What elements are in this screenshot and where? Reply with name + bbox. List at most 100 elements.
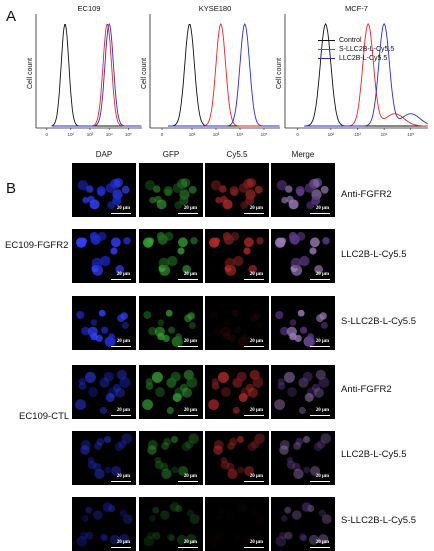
cell [171, 466, 179, 474]
cell [228, 334, 236, 342]
histogram-title-2: KYSE180 [199, 4, 232, 13]
cell [170, 435, 179, 444]
cell [87, 456, 95, 464]
cell [304, 336, 316, 348]
scale-bar-label: 20 μm [116, 474, 130, 479]
cell [152, 531, 161, 540]
cell [235, 502, 246, 512]
cell [182, 387, 192, 398]
cell [161, 468, 172, 479]
scale-bar-label: 20 μm [116, 540, 130, 545]
histogram-curve-2-llc2b-l-cy5-5 [168, 22, 280, 127]
cell [180, 178, 191, 188]
cell [298, 406, 306, 415]
row-label-5: LLC2B-L-Cy5.5 [341, 449, 407, 460]
cell [229, 437, 238, 446]
cell [241, 333, 248, 340]
cell [80, 237, 88, 245]
cell-image [142, 369, 198, 415]
micrograph-r1-cy55: 20 μm [205, 163, 269, 217]
cell [275, 311, 284, 319]
micrograph-r2-dap: 20 μm [72, 229, 136, 283]
x-tick-label-3-2: 10³ [354, 132, 361, 137]
cell [119, 509, 127, 517]
cell [152, 506, 160, 514]
cell [276, 180, 288, 191]
cell-image [210, 178, 263, 210]
cell [314, 387, 324, 398]
scale-bar-label: 20 μm [249, 206, 263, 211]
cell [156, 232, 166, 241]
cell [222, 199, 233, 210]
cell [292, 462, 301, 471]
legend-item-control: Control [318, 36, 394, 45]
cell [308, 534, 319, 545]
scale-bar-label: 20 μm [116, 272, 130, 277]
cell [229, 186, 239, 196]
cell [310, 237, 320, 248]
legend-item-s-llc2b: S-LLC2B-L-Cy5.5 [318, 45, 394, 54]
micrograph-r4-merge: 20 μm [271, 365, 335, 419]
cell [99, 377, 110, 388]
cell-image [279, 433, 331, 479]
scale-bar-label: 20 μm [116, 408, 130, 413]
cell [241, 504, 249, 513]
cell [300, 534, 308, 542]
micrograph-r3-merge: 20 μm [271, 296, 335, 350]
cell-image [76, 502, 133, 547]
cell-image [213, 433, 265, 479]
scale-bar-label: 20 μm [249, 408, 263, 413]
cell [188, 433, 199, 444]
histogram-title-3: MCF-7 [345, 4, 368, 13]
cell [232, 406, 240, 415]
column-header-gfp: GFP [162, 150, 180, 159]
cell [148, 326, 157, 336]
cell [227, 468, 238, 479]
cell [227, 442, 235, 450]
cell [299, 255, 310, 267]
micrograph-r5-merge: 20 μm [271, 431, 335, 485]
group-label-ec109-ctl: EC109-CTL [19, 411, 70, 422]
cell-image [76, 231, 131, 276]
cell [247, 442, 257, 451]
cell [209, 536, 221, 547]
micrograph-r1-merge: 20 μm [271, 163, 335, 217]
x-tick-label-3-3: 10⁴ [381, 132, 388, 137]
scale-bar-label: 20 μm [183, 408, 197, 413]
scale-bar [111, 480, 131, 482]
cell [179, 195, 189, 206]
micrograph-r2-cy55: 20 μm [205, 229, 269, 283]
scale-bar [244, 345, 264, 347]
cell [89, 232, 99, 241]
scale-bar [111, 212, 131, 214]
cell [99, 533, 108, 541]
cell [89, 199, 100, 210]
cell [321, 514, 332, 524]
cell [103, 371, 114, 382]
micrograph-r3-dap: 20 μm [72, 296, 136, 350]
histogram-curve-3-llc2b-l-cy5-5 [304, 22, 428, 127]
cell [316, 314, 324, 323]
cell [176, 534, 187, 545]
scale-bar [244, 546, 264, 548]
y-axis-label-1: Cell count [27, 58, 34, 89]
scale-bar-label: 20 μm [315, 272, 329, 277]
cell [254, 433, 265, 444]
cell [311, 195, 321, 206]
cell [121, 433, 132, 444]
micrograph-r2-merge: 20 μm [271, 229, 335, 283]
cell-image [275, 309, 328, 348]
cell [151, 371, 163, 383]
cell [218, 506, 226, 514]
cell [286, 460, 296, 470]
cell [108, 504, 116, 513]
cell [320, 185, 329, 194]
cell-image [208, 369, 264, 415]
cell [76, 311, 85, 319]
cell [142, 399, 153, 410]
cell [279, 445, 289, 455]
cell [303, 466, 311, 474]
cell [277, 378, 285, 386]
cell [223, 319, 231, 326]
